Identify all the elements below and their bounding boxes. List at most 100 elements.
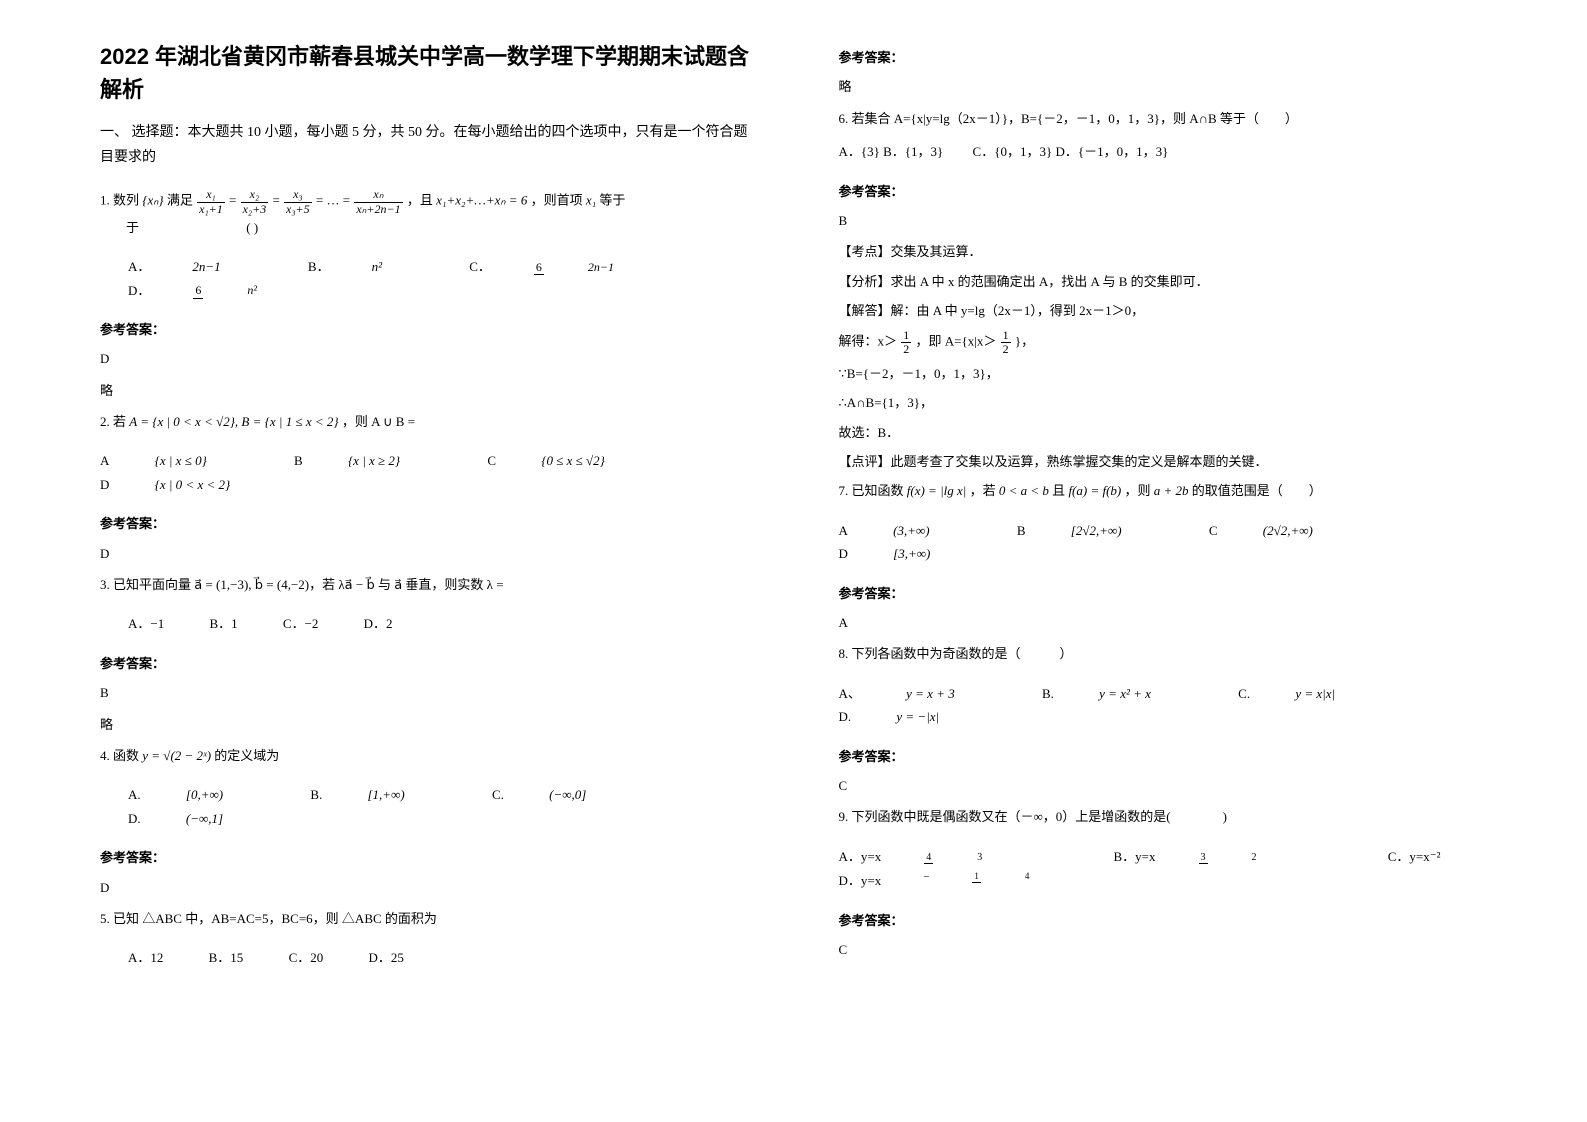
q6-tag4: 【点评】此题考查了交集以及运算，熟练掌握交集的定义是解本题的关键． (839, 450, 1498, 473)
q9-Ad: 3 (975, 852, 984, 863)
q7-D: [3,+∞) (893, 542, 930, 565)
section-1-head: 一、 选择题：本大题共 10 小题，每小题 5 分，共 50 分。在每小题给出的… (100, 120, 759, 170)
q1-Dd: n² (245, 284, 259, 297)
q8-ans-label: 参考答案： (839, 745, 1498, 768)
q4-Bp: B. (310, 783, 322, 806)
q1-sum: x₁+x₂+…+xₙ = 6 (436, 193, 527, 208)
q1-seq: {xₙ} (142, 193, 163, 208)
q7-stem: 7. 已知函数 f(x) = |lg x| ，若 0 < a < b 且 f(a… (839, 479, 1498, 502)
q4-Ap: A. (128, 783, 141, 806)
q1-opts: A．2n−1 B．n² C．62n−1 D．6n² (128, 255, 759, 302)
q1-B: n² (372, 255, 382, 278)
q6-C: C．{0，1，3} (973, 144, 1053, 159)
left-column: 2022 年湖北省黄冈市蕲春县城关中学高一数学理下学期期末试题含解析 一、 选择… (100, 40, 799, 1082)
q4-Cp: C. (492, 783, 504, 806)
q2-Dp: D (100, 473, 109, 496)
q8-A: y = x + 3 (906, 682, 955, 705)
q6-s1n2: 1 (1001, 329, 1011, 343)
q1-f2d: x₂+3 (241, 203, 269, 216)
q2-ans-label: 参考答案： (100, 512, 759, 535)
q9-Ap: A．y=x (839, 845, 882, 868)
q7-A: (3,+∞) (893, 519, 929, 542)
q7-t2: ，若 (970, 483, 996, 498)
q1-t3: ，且 (407, 193, 433, 208)
q4-fn: y = √(2 − 2ˣ) (142, 748, 211, 763)
q6-stem: 6. 若集合 A={x|y=lg（2x－1）}，B={－2，－1，0，1，3}，… (839, 107, 1498, 130)
q1-t2: 满足 (167, 193, 193, 208)
q9-Bn: 3 (1199, 852, 1208, 864)
q1-f3n: x₃ (284, 188, 312, 202)
q5-stem: 5. 已知 △ABC 中，AB=AC=5，BC=6，则 △ABC 的面积为 (100, 907, 759, 930)
q1-f1n: x₁ (197, 188, 225, 202)
q3-D: D．2 (364, 612, 393, 635)
q7-opts: A (3,+∞) B [2√2,+∞) C (2√2,+∞) D [3,+∞) (839, 519, 1498, 566)
q9-Dn: 1 (972, 872, 981, 883)
q2-t2: ，则 A ∪ B = (342, 414, 415, 429)
q1-Dp: D． (128, 279, 150, 302)
q3-stem: 3. 已知平面向量 a⃗ = (1,−3), b⃗ = (4,−2)，若 λa⃗… (100, 573, 759, 596)
q1-ft: x₁ (586, 193, 596, 208)
q4-D: (−∞,1] (186, 807, 223, 830)
q1-Bp: B． (308, 255, 330, 278)
q2-opts: A {x | x ≤ 0} B {x | x ≥ 2} C {0 ≤ x ≤ √… (100, 449, 759, 496)
q4-ans: D (100, 876, 759, 899)
q7-c1: 0 < a < b (999, 483, 1049, 498)
q7-ans: A (839, 611, 1498, 634)
q8-Ap: A、 (839, 682, 861, 705)
q6-A: A．{3} (839, 144, 880, 159)
q7-C: (2√2,+∞) (1263, 519, 1313, 542)
q9-Dd: 4 (1023, 872, 1032, 882)
q8-Dp: D. (839, 705, 852, 728)
q1-ans: D (100, 347, 759, 370)
q7-t5: 的取值范围是（ ） (1192, 483, 1322, 498)
q2-setA: A = {x | 0 < x < √2}, B = {x | 1 ≤ x < 2… (129, 414, 338, 429)
q4-opts: A. [0,+∞) B. [1,+∞) C. (−∞,0] D. (−∞,1] (128, 783, 759, 830)
q5-opts: A．12 B．15 C．20 D．25 (128, 946, 759, 969)
q4-ans-label: 参考答案： (100, 846, 759, 869)
q7-fn: f(x) = |lg x| (907, 483, 967, 498)
q4-C: (−∞,0] (549, 783, 586, 806)
q7-ans-label: 参考答案： (839, 582, 1498, 605)
q1-f1d: x₁+1 (197, 203, 225, 216)
q9-Bd: 2 (1250, 852, 1259, 863)
q3-opts: A．−1 B．1 C．−2 D．2 (128, 612, 759, 635)
q5-C: C．20 (289, 946, 324, 969)
q7-Bp: B (1017, 519, 1026, 542)
q1-t1: 1. 数列 (100, 193, 139, 208)
q6-tag1: 【考点】交集及其运算． (839, 240, 1498, 263)
q1-Ap: A． (128, 255, 150, 278)
q3-B: B．1 (209, 612, 237, 635)
q2-Ap: A (100, 449, 109, 472)
q6-s4: 故选：B． (839, 421, 1498, 444)
q5-D: D．25 (368, 946, 403, 969)
q6-ans-label: 参考答案： (839, 180, 1498, 203)
q9-ans-label: 参考答案： (839, 909, 1498, 932)
right-column: 参考答案： 略 6. 若集合 A={x|y=lg（2x－1）}，B={－2，－1… (799, 40, 1498, 1082)
q6-s2: ∵B={－2，－1，0，1，3}， (839, 362, 1498, 385)
q7-t1: 7. 已知函数 (839, 483, 904, 498)
q9-Bp: B．y=x (1113, 845, 1155, 868)
q5-ans-label: 参考答案： (839, 46, 1498, 69)
q6-opts: A．{3} B．{1，3} C．{0，1，3} D．{－1，0，1，3} (839, 140, 1498, 163)
q6-s1p: }， (1015, 333, 1034, 348)
q7-B: [2√2,+∞) (1071, 519, 1122, 542)
q9-Dneg: − (923, 868, 929, 887)
q3-ans-label: 参考答案： (100, 652, 759, 675)
q4-t1: 4. 函数 (100, 748, 139, 763)
q8-Bp: B. (1042, 682, 1054, 705)
q6-s1m: ，即 A={x|x＞ (916, 333, 997, 348)
q1-note: 略 (100, 379, 759, 402)
q9-Dp: D．y=x (839, 869, 882, 892)
q8-opts: A、 y = x + 3 B. y = x² + x C. y = x|x| D… (839, 682, 1498, 729)
q1-ans-label: 参考答案： (100, 318, 759, 341)
q1-A: 2n−1 (192, 255, 220, 278)
q6-s1n: 1 (901, 329, 911, 343)
q2-t1: 2. 若 (100, 414, 126, 429)
q3-note: 略 (100, 713, 759, 736)
q5-B: B．15 (209, 946, 244, 969)
q6-D: D．{－1，0，1，3} (1055, 144, 1168, 159)
q4-B: [1,+∞) (368, 783, 405, 806)
q8-ans: C (839, 774, 1498, 797)
q9-C: C．y=x⁻² (1388, 845, 1441, 868)
q6-s3: ∴A∩B={1，3}， (839, 391, 1498, 414)
